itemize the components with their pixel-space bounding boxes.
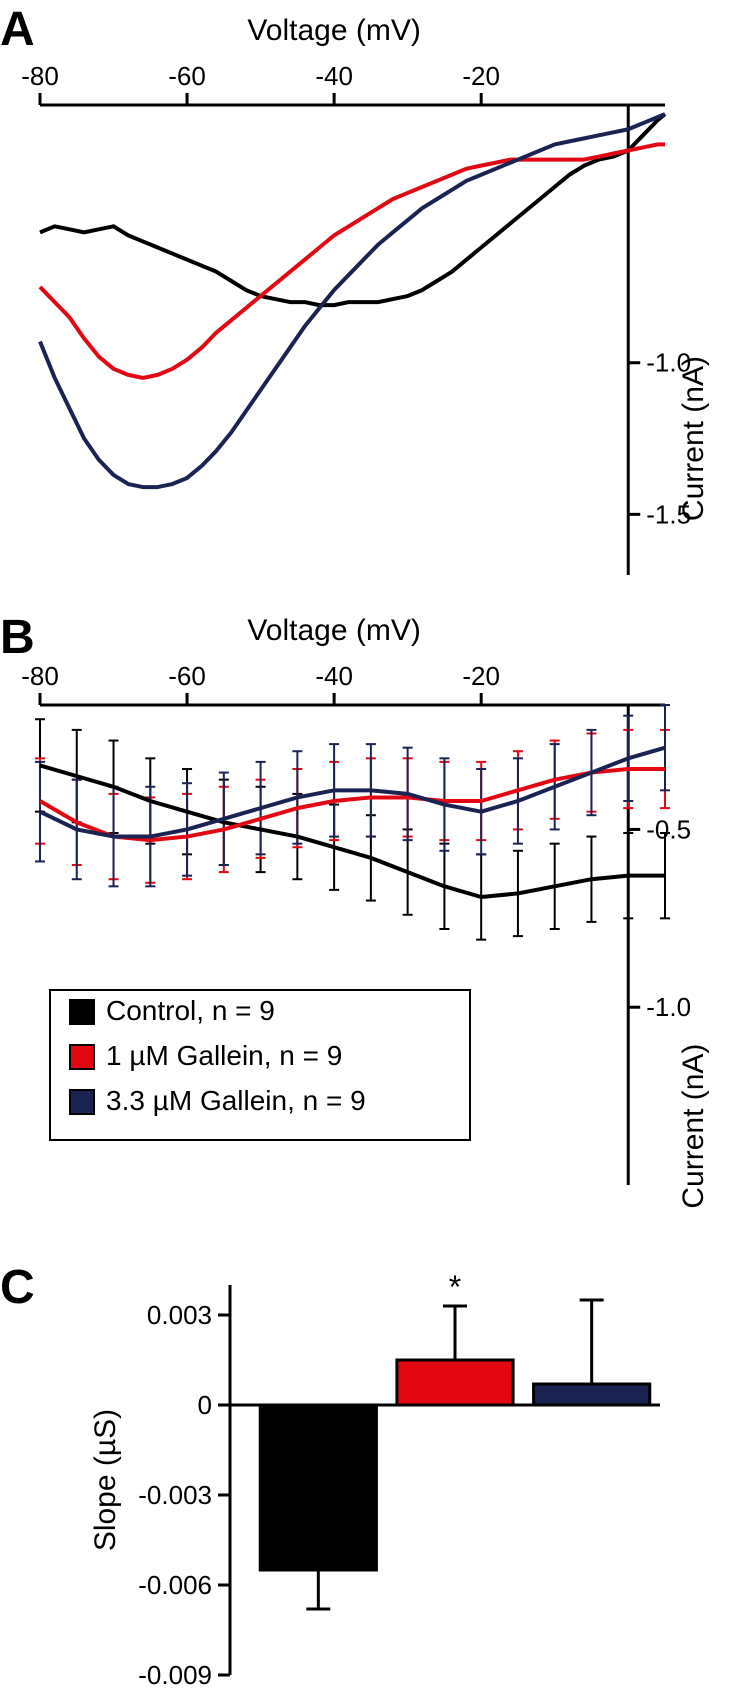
svg-text:-20: -20 bbox=[462, 661, 500, 691]
svg-text:-0.009: -0.009 bbox=[138, 1660, 212, 1690]
panel-a-chart: -80-60-40-20Voltage (mV)-1.5-1.0Current … bbox=[0, 0, 751, 590]
svg-text:-80: -80 bbox=[21, 61, 59, 91]
svg-text:*: * bbox=[449, 1269, 461, 1305]
svg-text:-60: -60 bbox=[168, 61, 206, 91]
svg-text:-20: -20 bbox=[462, 61, 500, 91]
svg-text:-60: -60 bbox=[168, 661, 206, 691]
svg-text:-40: -40 bbox=[315, 661, 353, 691]
svg-text:Control, n = 9: Control, n = 9 bbox=[106, 995, 275, 1026]
svg-text:-40: -40 bbox=[315, 61, 353, 91]
svg-text:Current (nA): Current (nA) bbox=[677, 356, 710, 521]
figure-root: A -80-60-40-20Voltage (mV)-1.5-1.0Curren… bbox=[0, 0, 751, 1699]
svg-text:Current (nA): Current (nA) bbox=[677, 1044, 710, 1209]
svg-text:Voltage (mV): Voltage (mV) bbox=[247, 14, 420, 47]
svg-text:0.003: 0.003 bbox=[147, 1300, 212, 1330]
svg-text:-1.0: -1.0 bbox=[646, 992, 691, 1022]
svg-text:-0.5: -0.5 bbox=[646, 814, 691, 844]
svg-text:Slope (µS): Slope (µS) bbox=[89, 1409, 122, 1551]
svg-text:-0.003: -0.003 bbox=[138, 1480, 212, 1510]
svg-text:3.3 µM Gallein, n = 9: 3.3 µM Gallein, n = 9 bbox=[106, 1085, 366, 1116]
svg-text:Voltage (mV): Voltage (mV) bbox=[247, 614, 420, 647]
svg-text:-80: -80 bbox=[21, 661, 59, 691]
panel-c-chart: -0.009 -0.006 -0.003 0 0.003 Slope (µS) * bbox=[0, 1255, 751, 1695]
panel-b-chart: -80 -60 -40 -20 Voltage (mV) -1.0 -0.5 Current … bbox=[0, 605, 751, 1245]
svg-text:-0.006: -0.006 bbox=[138, 1570, 212, 1600]
svg-text:1 µM Gallein, n = 9: 1 µM Gallein, n = 9 bbox=[106, 1040, 342, 1071]
svg-text:0: 0 bbox=[198, 1390, 212, 1420]
